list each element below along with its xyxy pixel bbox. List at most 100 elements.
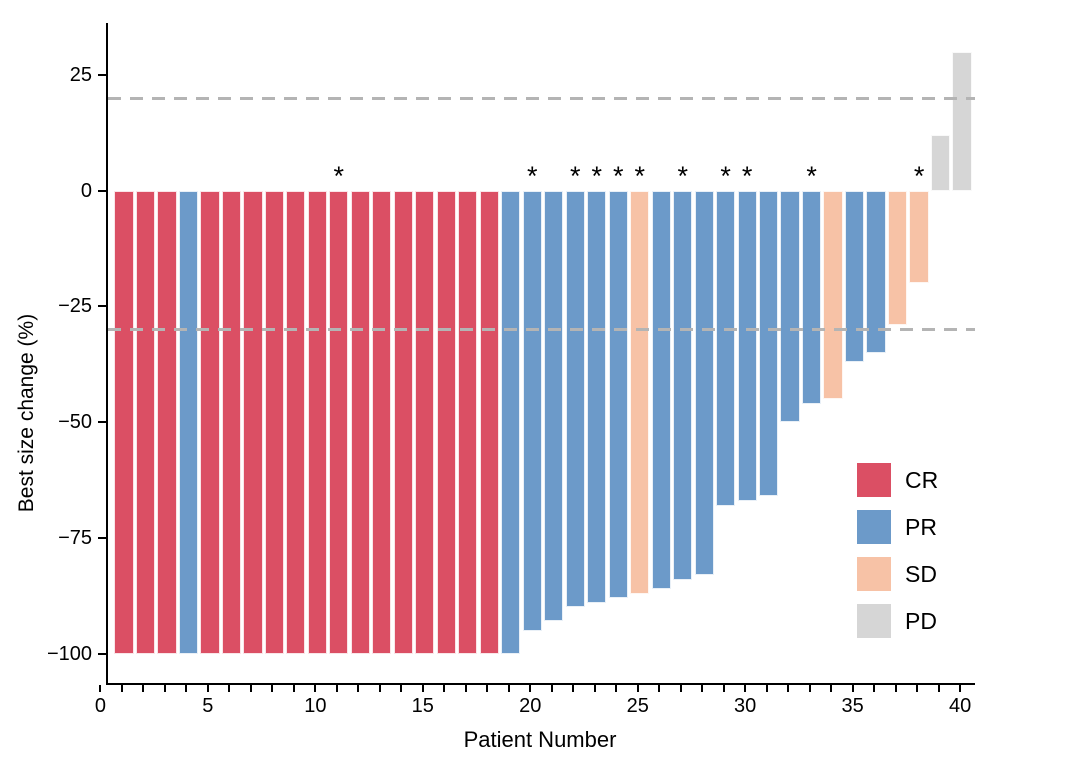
asterisk-patient-30: *	[741, 160, 753, 191]
x-tick-1	[120, 685, 123, 692]
x-tick-22	[572, 685, 575, 692]
legend-label-pr: PR	[905, 514, 937, 540]
x-tick-33	[808, 685, 811, 692]
x-tick-20	[529, 685, 532, 692]
x-tick-37	[894, 685, 897, 692]
bar-patient-11-cr	[329, 190, 349, 654]
y-axis-title: Best size change (%)	[15, 313, 38, 513]
x-tick-7	[249, 685, 252, 692]
x-tick-25	[636, 685, 639, 692]
y-tick-25	[98, 73, 106, 76]
legend-item-pd: PD	[857, 604, 938, 638]
x-tick-label-10: 10	[304, 695, 327, 717]
legend-item-sd: SD	[857, 557, 938, 591]
bar-patient-40-pd	[952, 51, 972, 191]
asterisk-patient-11: *	[333, 160, 345, 191]
bar-patient-18-cr	[479, 190, 499, 654]
legend-item-pr: PR	[857, 510, 938, 544]
bar-patient-29-pr	[716, 190, 736, 506]
x-tick-label-25: 25	[626, 695, 649, 717]
asterisk-patient-25: *	[634, 160, 645, 191]
x-tick-6	[228, 685, 231, 692]
bar-patient-38-sd	[909, 190, 929, 284]
bar-patient-1-cr	[114, 190, 134, 654]
asterisk-patient-23: *	[591, 160, 602, 191]
bar-patient-30-pr	[737, 190, 757, 501]
bar-patient-6-cr	[221, 190, 242, 654]
bar-patient-31-pr	[759, 190, 779, 497]
bar-patient-12-cr	[350, 190, 370, 654]
legend-item-cr: CR	[857, 463, 938, 497]
plot-panel: * * * * * * * * * * *	[106, 23, 975, 685]
bar-patient-3-cr	[157, 190, 177, 654]
x-tick-label-40: 40	[948, 695, 972, 717]
x-tick-36	[873, 685, 876, 692]
legend-swatch-sd	[857, 557, 891, 591]
x-tick-4	[185, 685, 188, 692]
bar-patient-10-cr	[307, 190, 327, 654]
bar-patient-13-cr	[372, 190, 392, 654]
legend-swatch-cr	[857, 463, 891, 497]
x-tick-label-30: 30	[734, 695, 757, 717]
y-tick--25	[98, 305, 106, 308]
x-tick-3	[163, 685, 166, 692]
bar-patient-35-pr	[844, 190, 865, 363]
x-tick-27	[679, 685, 682, 692]
y-tick-label--100: −100	[46, 642, 92, 665]
x-tick-2	[142, 685, 145, 692]
legend: CR PR SD PD	[857, 463, 938, 651]
x-tick-23	[593, 685, 596, 692]
legend-label-sd: SD	[905, 561, 937, 587]
bar-patient-28-pr	[694, 190, 714, 576]
x-tick-16	[443, 685, 446, 692]
bar-patient-34-sd	[823, 190, 843, 400]
x-tick-17	[464, 685, 467, 692]
x-tick-5	[206, 685, 209, 692]
x-tick-8	[271, 685, 274, 692]
bar-patient-25-sd	[630, 190, 650, 594]
bar-patient-37-sd	[887, 190, 908, 325]
asterisk-patient-24: *	[612, 160, 624, 191]
bar-patient-16-cr	[436, 190, 456, 654]
legend-label-cr: CR	[905, 467, 939, 493]
bar-patient-19-pr	[501, 190, 521, 654]
asterisk-patient-38: *	[913, 160, 925, 191]
y-tick-label--25: −25	[58, 295, 92, 318]
x-tick-label-0: 0	[94, 695, 106, 717]
bar-patient-8-cr	[264, 190, 284, 654]
x-tick-14	[400, 685, 403, 692]
x-tick-39	[937, 685, 940, 692]
asterisk-patient-33: *	[806, 160, 817, 191]
x-tick-30	[744, 685, 747, 692]
bar-patient-5-cr	[200, 190, 220, 654]
legend-label-pd: PD	[905, 608, 937, 634]
x-tick-19	[507, 685, 510, 692]
y-tick-label--75: −75	[58, 527, 92, 550]
x-tick-40	[959, 685, 962, 692]
bar-patient-24-pr	[608, 190, 628, 599]
asterisk-patient-22: *	[569, 160, 581, 191]
x-tick-label-5: 5	[202, 695, 214, 717]
legend-swatch-pd	[857, 604, 891, 638]
x-tick-12	[357, 685, 360, 692]
x-tick-26	[658, 685, 661, 692]
bar-patient-32-pr	[780, 190, 800, 423]
x-tick-34	[830, 685, 833, 692]
bar-patient-33-pr	[801, 190, 822, 404]
x-tick-label-20: 20	[519, 695, 542, 717]
x-tick-10	[314, 685, 317, 692]
bar-patient-26-pr	[651, 190, 671, 589]
x-tick-label-35: 35	[841, 695, 864, 717]
x-tick-24	[615, 685, 618, 692]
y-tick-label-0: 0	[80, 179, 92, 202]
bar-patient-15-cr	[415, 190, 435, 654]
y-tick-label--50: −50	[58, 411, 92, 434]
bar-patient-7-cr	[243, 190, 263, 654]
x-tick-32	[787, 685, 790, 692]
y-tick--50	[98, 421, 106, 424]
y-tick-label-25: 25	[69, 63, 92, 86]
y-tick-0	[98, 189, 106, 192]
x-tick-31	[765, 685, 768, 692]
bar-patient-14-cr	[393, 190, 413, 654]
